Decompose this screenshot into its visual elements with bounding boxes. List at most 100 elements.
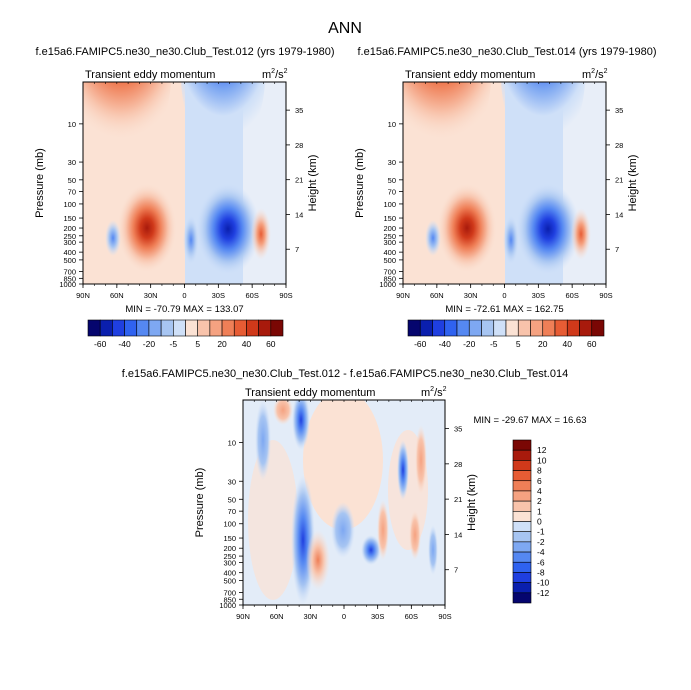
x-tick-label: 60S [405, 612, 418, 621]
x-tick-label: 30N [144, 291, 158, 300]
colorbar-swatch [456, 319, 470, 337]
colorbar-label: 20 [538, 339, 548, 349]
colorbar-label: 40 [242, 339, 252, 349]
colorbar-label: -2 [537, 537, 545, 547]
units-label: m2/s2 [421, 386, 447, 399]
colorbar-label: 5 [516, 339, 521, 349]
colorbar-swatch [591, 319, 605, 337]
stats-label: MIN = -72.61 MAX = 162.75 [445, 304, 563, 315]
colorbar-top-right: -60 -40 -20 -5 5 20 40 60 [407, 319, 605, 349]
colorbar-label: -60 [94, 339, 107, 349]
colorbar-swatch [493, 319, 507, 337]
height-tick-label: 7 [615, 245, 619, 254]
colorbar-label: -12 [537, 588, 550, 598]
height-tick-label: 28 [454, 460, 462, 469]
colorbar-swatch [270, 319, 284, 337]
colorbar-swatch [542, 319, 556, 337]
y-tick-label: 850 [223, 595, 236, 604]
colorbar-label: -20 [143, 339, 156, 349]
x-tick-label: 30N [464, 291, 478, 300]
colorbar-swatch [579, 319, 593, 337]
y-tick-label: 400 [223, 569, 236, 578]
colorbar-swatch [554, 319, 568, 337]
colorbar-label: 8 [537, 466, 542, 476]
colorbar-swatch [258, 319, 272, 337]
y-tick-label: 850 [383, 274, 396, 283]
colorbar-label: 0 [537, 517, 542, 527]
y-axis-label: Pressure (mb) [194, 468, 206, 538]
y-tick-label: 200 [383, 224, 396, 233]
y-tick-label: 250 [223, 552, 236, 561]
colorbar-swatch [197, 319, 211, 337]
colorbar-label: 12 [537, 445, 547, 455]
height-tick-label: 35 [615, 106, 623, 115]
x-tick-label: 0 [342, 612, 346, 621]
x-tick-label: 90N [396, 291, 410, 300]
height-tick-label: 14 [615, 210, 623, 219]
x-tick-label: 90N [236, 612, 250, 621]
x-tick-label: 90S [599, 291, 612, 300]
colorbar-swatch [481, 319, 495, 337]
height-tick-label: 28 [615, 141, 623, 150]
colorbar-swatch [512, 582, 532, 594]
x-tick-label: 30N [303, 612, 317, 621]
y-tick-label: 100 [63, 200, 76, 209]
units-label: m2/s2 [262, 68, 288, 81]
units-label: m2/s2 [582, 68, 608, 81]
y-tick-label: 50 [68, 176, 76, 185]
y-tick-label: 700 [223, 588, 236, 597]
colorbar-swatch [87, 319, 101, 337]
colorbar-swatch [512, 470, 532, 482]
colorbar-swatch [468, 319, 482, 337]
y-tick-label: 70 [228, 507, 236, 516]
y-tick-label: 10 [388, 120, 396, 129]
colorbar-label: 6 [537, 476, 542, 486]
y-axis-label: Pressure (mb) [34, 148, 46, 218]
y-tick-label: 1000 [219, 601, 236, 610]
colorbar-label: -1 [537, 527, 545, 537]
y-tick-label: 250 [63, 232, 76, 241]
y-tick-label: 200 [223, 544, 236, 553]
colorbar-swatch [160, 319, 174, 337]
panel-top-left: f.e15a6.FAMIPC5.ne30_ne30.Club_Test.012 … [34, 46, 335, 315]
x-tick-label: 30S [212, 291, 225, 300]
y-tick-label: 10 [68, 120, 76, 129]
y-tick-label: 50 [228, 495, 236, 504]
height-tick-label: 14 [454, 530, 462, 539]
colorbar-swatch [512, 561, 532, 573]
colorbar-swatch [444, 319, 458, 337]
contour-field [83, 82, 286, 284]
y-tick-label: 150 [223, 534, 236, 543]
colorbar-swatch [512, 439, 532, 451]
colorbar-label: 40 [563, 339, 573, 349]
colorbar-swatch [512, 541, 532, 553]
colorbar-label: -5 [170, 339, 178, 349]
colorbar-label: -20 [463, 339, 476, 349]
colorbar-swatch [517, 319, 531, 337]
y-tick-label: 50 [388, 176, 396, 185]
y-tick-label: 100 [383, 200, 396, 209]
contour-field [403, 82, 606, 284]
y-tick-label: 200 [63, 224, 76, 233]
y-tick-label: 500 [223, 577, 236, 586]
x-tick-label: 90S [279, 291, 292, 300]
colorbar-swatch [99, 319, 113, 337]
y-tick-label: 30 [228, 477, 236, 486]
colorbar-swatch [512, 551, 532, 563]
height-tick-label: 14 [295, 210, 303, 219]
y-tick-label: 300 [63, 238, 76, 247]
x-tick-label: 60N [430, 291, 444, 300]
height-tick-label: 21 [615, 176, 623, 185]
x-tick-label: 60S [245, 291, 258, 300]
y-tick-label: 70 [68, 188, 76, 197]
height-tick-label: 35 [295, 106, 303, 115]
colorbar-swatch [185, 319, 198, 337]
x-tick-label: 0 [502, 291, 506, 300]
colorbar-label: -40 [118, 339, 131, 349]
y-tick-label: 500 [383, 256, 396, 265]
colorbar-label: -40 [439, 339, 452, 349]
colorbar-swatch [221, 319, 235, 337]
panel-top-right: f.e15a6.FAMIPC5.ne30_ne30.Club_Test.014 … [354, 46, 657, 315]
